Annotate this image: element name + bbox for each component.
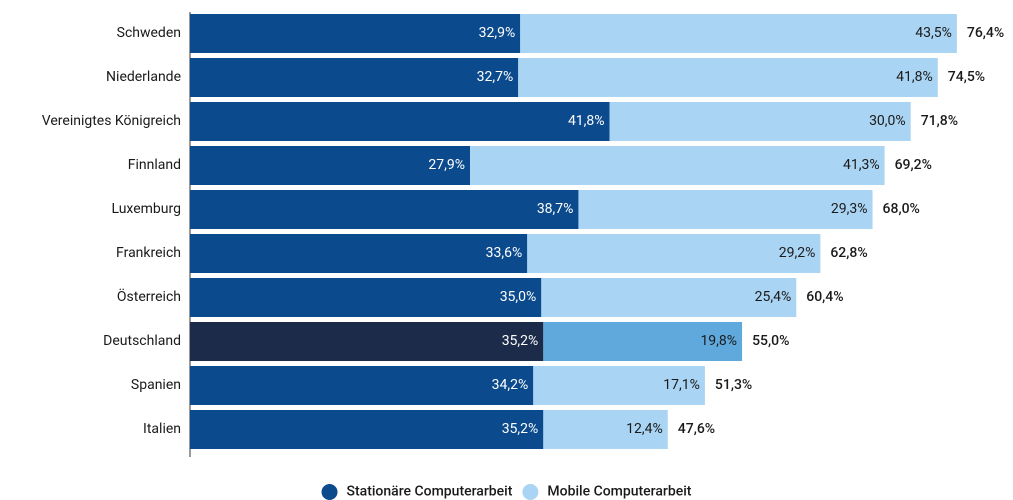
bar-segment: [190, 234, 528, 273]
value-label: 33,6%: [486, 245, 523, 261]
total-label: 74,5%: [948, 69, 985, 85]
value-label: 30,0%: [869, 113, 906, 129]
value-label: 29,2%: [779, 245, 816, 261]
total-label: 51,3%: [715, 377, 752, 393]
bar-segment: [609, 102, 911, 141]
y-tick-label: Italien: [143, 421, 181, 437]
value-label: 35,2%: [502, 421, 539, 437]
bar-segment: [533, 366, 705, 405]
bar-segment: [190, 58, 519, 97]
total-label: 55,0%: [752, 333, 789, 349]
value-label: 43,5%: [915, 25, 952, 41]
bar-segment: [190, 146, 471, 185]
total-label: 60,4%: [806, 289, 843, 305]
bar-segment: [527, 234, 821, 273]
bar-segment: [190, 322, 544, 361]
bar-segment: [470, 146, 885, 185]
y-tick-label: Luxemburg: [111, 201, 181, 217]
total-label: 69,2%: [895, 157, 932, 173]
value-label: 19,8%: [700, 333, 737, 349]
y-tick-label: Niederlande: [106, 69, 181, 85]
legend-marker: [321, 484, 338, 500]
bar-segment: [518, 58, 938, 97]
bar-segment: [578, 190, 873, 229]
value-label: 17,1%: [663, 377, 700, 393]
bar-segment: [520, 14, 957, 53]
total-label: 62,8%: [830, 245, 867, 261]
total-label: 68,0%: [883, 201, 920, 217]
value-label: 34,2%: [492, 377, 529, 393]
bar-segment: [190, 102, 610, 141]
y-tick-label: Vereinigtes Königreich: [42, 113, 181, 129]
value-label: 41,8%: [896, 69, 933, 85]
legend-label: Mobile Computerarbeit: [547, 484, 691, 500]
bar-segment: [543, 410, 668, 449]
value-label: 25,4%: [755, 289, 792, 305]
total-label: 47,6%: [678, 421, 715, 437]
bar-segment: [190, 14, 521, 53]
value-label: 38,7%: [537, 201, 574, 217]
total-label: 76,4%: [967, 25, 1004, 41]
value-label: 41,3%: [843, 157, 880, 173]
legend-marker: [522, 484, 539, 500]
bar-segment: [190, 410, 544, 449]
y-tick-label: Österreich: [117, 288, 181, 305]
y-tick-label: Finnland: [128, 157, 181, 173]
y-tick-label: Frankreich: [116, 245, 181, 261]
value-label: 32,7%: [477, 69, 514, 85]
value-label: 12,4%: [626, 421, 663, 437]
bar-segment: [190, 366, 534, 405]
value-label: 32,9%: [479, 25, 516, 41]
y-tick-label: Schweden: [117, 25, 181, 41]
bar-segment: [190, 190, 579, 229]
y-tick-label: Deutschland: [103, 333, 181, 349]
legend-label: Stationäre Computerarbeit: [347, 484, 513, 500]
value-label: 35,0%: [500, 289, 537, 305]
value-label: 27,9%: [428, 157, 465, 173]
value-label: 29,3%: [831, 201, 868, 217]
bar-segment: [543, 322, 743, 361]
bar-segment: [541, 278, 797, 317]
total-label: 71,8%: [921, 113, 958, 129]
bar-segment: [190, 278, 542, 317]
y-tick-label: Spanien: [131, 377, 181, 393]
value-label: 35,2%: [502, 333, 539, 349]
value-label: 41,8%: [568, 113, 605, 129]
